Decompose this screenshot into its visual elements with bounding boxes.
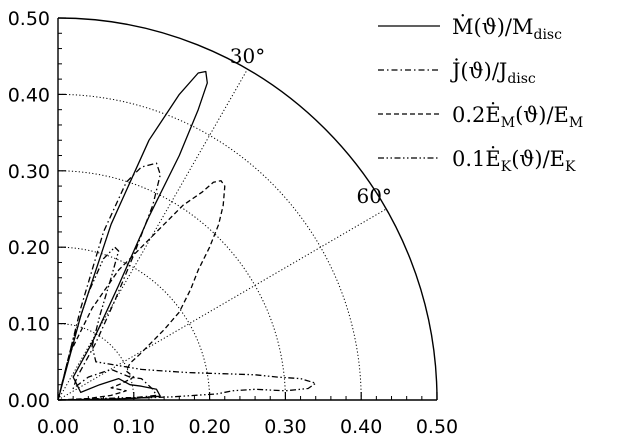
- legend-text-part: 0.1Ė: [452, 147, 501, 171]
- angle-line-30: [57, 68, 248, 401]
- outer-arc: [57, 17, 438, 401]
- legend: Ṁ(ϑ)/MdiscJ̇(ϑ)/Jdisc0.2ĖM(ϑ)/EM0.1ĖK(ϑ)…: [378, 15, 583, 175]
- x-tick-label: 0.50: [416, 416, 458, 437]
- radial-circle-4: [57, 93, 362, 401]
- polar-grid: 30° 60°: [57, 44, 392, 401]
- radial-circle-2: [57, 246, 211, 401]
- x-tick-label: 0.40: [340, 416, 382, 437]
- legend-text-part: 0.2Ė: [452, 103, 501, 127]
- y-tick-label: 0.40: [8, 84, 50, 106]
- y-tick-label: 0.20: [8, 237, 50, 259]
- legend-text-part: (ϑ)/E: [511, 147, 565, 171]
- x-tick-label: 0.10: [113, 416, 155, 437]
- legend-label-4: 0.1ĖK(ϑ)/EK: [452, 147, 576, 175]
- series-layer: [57, 70, 317, 401]
- series-1-curve: [57, 70, 208, 401]
- legend-label-2: J̇(ϑ)/Jdisc: [450, 59, 536, 87]
- legend-text-part: (ϑ)/E: [515, 103, 569, 127]
- angle-line-60: [57, 208, 387, 401]
- y-tick-label: 0.30: [8, 161, 50, 183]
- axes: 0.00 0.10 0.20 0.30 0.40 0.50 0.00 0.10 0.20 0.30…: [8, 8, 458, 437]
- legend-subscript: M: [501, 115, 515, 131]
- y-tick-label: 0.10: [8, 314, 50, 336]
- y-tick-label: 0.00: [8, 390, 50, 412]
- legend-label-3: 0.2ĖM(ϑ)/EM: [452, 103, 583, 131]
- radial-circle-3: [57, 170, 286, 401]
- legend-subscript: K: [565, 159, 576, 175]
- legend-subscript: disc: [507, 71, 536, 87]
- legend-text-part: Ṁ(ϑ)/M: [452, 15, 533, 39]
- series-4-curve: [57, 246, 317, 401]
- x-tick-label: 0.30: [264, 416, 306, 437]
- legend-subscript: K: [501, 159, 512, 175]
- x-tick-label: 0.00: [37, 416, 79, 437]
- legend-subscript: disc: [533, 27, 562, 43]
- y-tick-label: 0.50: [8, 8, 50, 30]
- series-2-curve: [57, 162, 161, 401]
- legend-label-1: Ṁ(ϑ)/Mdisc: [452, 15, 562, 43]
- legend-text-part: J̇(ϑ)/J: [450, 59, 507, 83]
- angle-label-30: 30°: [230, 44, 265, 68]
- x-tick-label: 0.20: [188, 416, 230, 437]
- angle-label-60: 60°: [356, 184, 391, 208]
- legend-subscript: M: [569, 115, 583, 131]
- series-3-curve: [57, 180, 226, 401]
